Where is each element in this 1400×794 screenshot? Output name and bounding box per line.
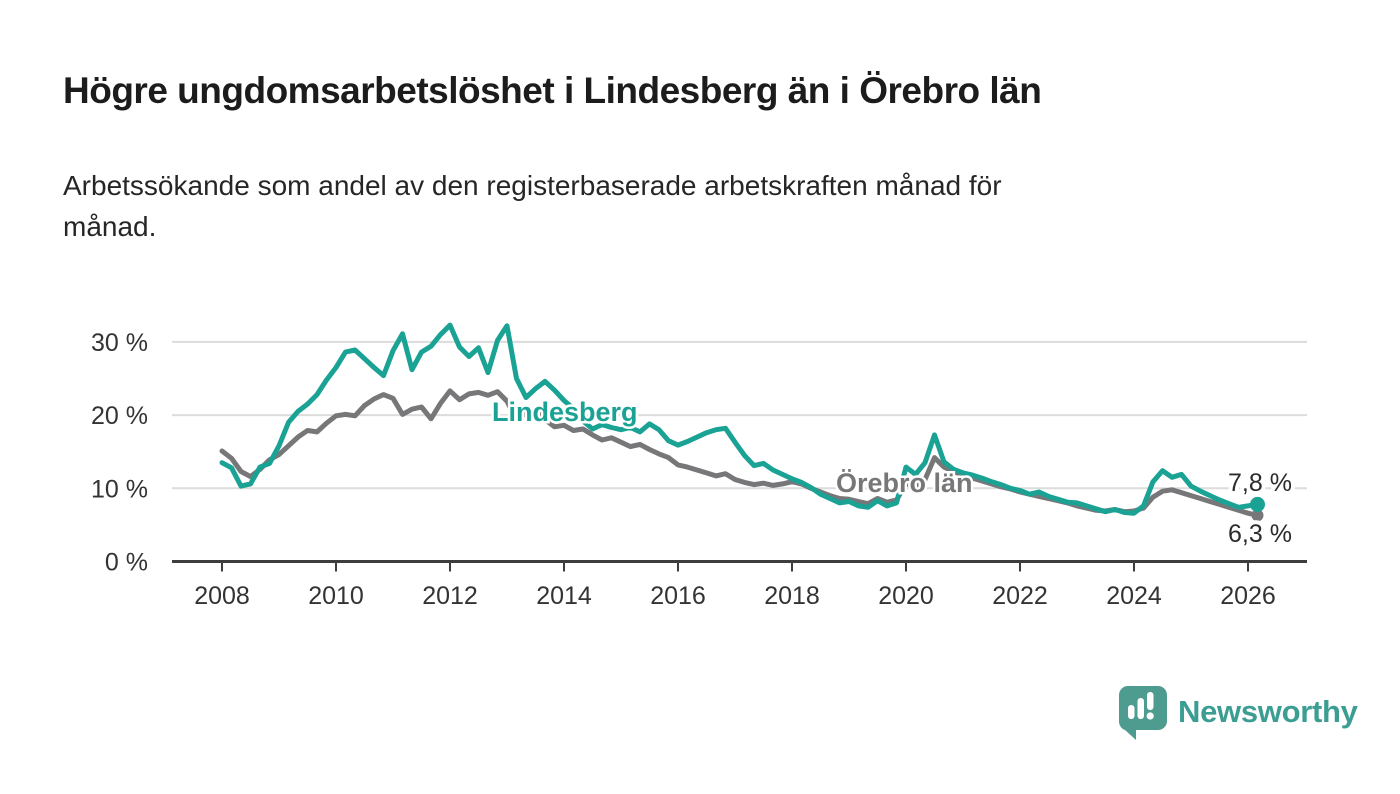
y-tick-label-0: 0 % [105, 549, 148, 577]
end-value-label-lindesberg: 7,8 % [1228, 469, 1292, 497]
series-label-orebro-lan: Örebro län [836, 468, 973, 498]
subtitle-line-2: månad. [63, 211, 157, 242]
x-tick-label-2012: 2012 [422, 582, 478, 610]
x-tick-label-2010: 2010 [308, 582, 364, 610]
series-line-orebro-lan [219, 388, 1260, 518]
x-tick-label-2020: 2020 [878, 582, 934, 610]
x-tick-label-2024: 2024 [1106, 582, 1162, 610]
series-end-dot-lindesberg [1250, 496, 1266, 512]
page-title: Högre ungdomsarbetslöshet i Lindesberg ä… [63, 70, 1042, 111]
series-line-lindesberg [219, 322, 1260, 516]
newsworthy-logo-icon [1119, 686, 1167, 740]
y-tick-label-30: 30 % [91, 329, 148, 357]
y-tick-label-20: 20 % [91, 402, 148, 430]
brand-footer: Newsworthy [1116, 684, 1358, 740]
x-tick-label-2008: 2008 [194, 582, 250, 610]
series-label-lindesberg: Lindesberg [492, 397, 638, 427]
x-tick-label-2018: 2018 [764, 582, 820, 610]
series-end-dot-orebro-lan [1251, 509, 1264, 522]
brand-wordmark: Newsworthy [1178, 694, 1358, 729]
page-subtitle: Arbetssökande som andel av den registerb… [63, 165, 1002, 247]
x-tick-label-2014: 2014 [536, 582, 592, 610]
x-tick-label-2026: 2026 [1220, 582, 1276, 610]
y-tick-label-10: 10 % [91, 475, 148, 503]
subtitle-line-1: Arbetssökande som andel av den registerb… [63, 170, 1002, 201]
end-value-label-orebro-lan: 6,3 % [1228, 520, 1292, 548]
x-tick-label-2016: 2016 [650, 582, 706, 610]
x-tick-label-2022: 2022 [992, 582, 1048, 610]
